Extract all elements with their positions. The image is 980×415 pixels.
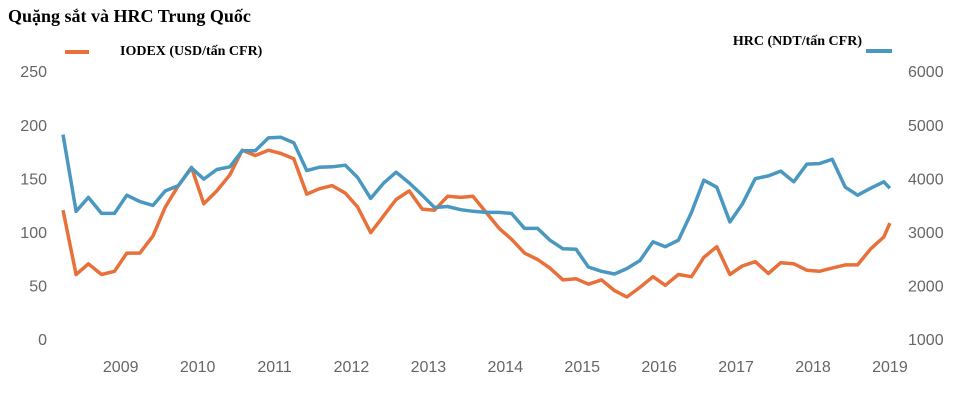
x-tick-label: 2018 — [795, 359, 831, 376]
legend-label: HRC (NDT/tấn CFR) — [733, 34, 862, 49]
x-tick-label: 2016 — [641, 359, 677, 376]
y-tick-label: 100 — [20, 225, 47, 242]
x-tick-label: 2010 — [180, 359, 216, 376]
y-tick-label: 150 — [20, 171, 47, 188]
series-line — [61, 148, 892, 299]
chart-title: Quặng sắt và HRC Trung Quốc — [8, 6, 251, 26]
x-tick-label: 2012 — [334, 359, 370, 376]
y-tick-label: 50 — [29, 279, 47, 296]
legend-label: IODEX (USD/tấn CFR) — [120, 44, 263, 59]
x-tick-label: 2017 — [718, 359, 754, 376]
y2-tick-label: 4000 — [908, 171, 944, 188]
y-tick-label: 250 — [20, 64, 47, 81]
y-tick-label: 200 — [20, 118, 47, 135]
x-tick-label: 2013 — [411, 359, 447, 376]
x-tick-label: 2014 — [488, 359, 524, 376]
y2-tick-label: 6000 — [908, 64, 944, 81]
x-tick-label: 2011 — [257, 359, 292, 376]
y-tick-label: 0 — [38, 332, 47, 349]
x-tick-label: 2019 — [872, 359, 908, 376]
x-tick-label: 2009 — [103, 359, 139, 376]
x-tick-label: 2015 — [564, 359, 600, 376]
y2-tick-label: 3000 — [908, 225, 944, 242]
y2-tick-label: 1000 — [908, 332, 944, 349]
y2-tick-label: 5000 — [908, 118, 944, 135]
series-line — [61, 134, 892, 276]
y2-tick-label: 2000 — [908, 279, 944, 296]
